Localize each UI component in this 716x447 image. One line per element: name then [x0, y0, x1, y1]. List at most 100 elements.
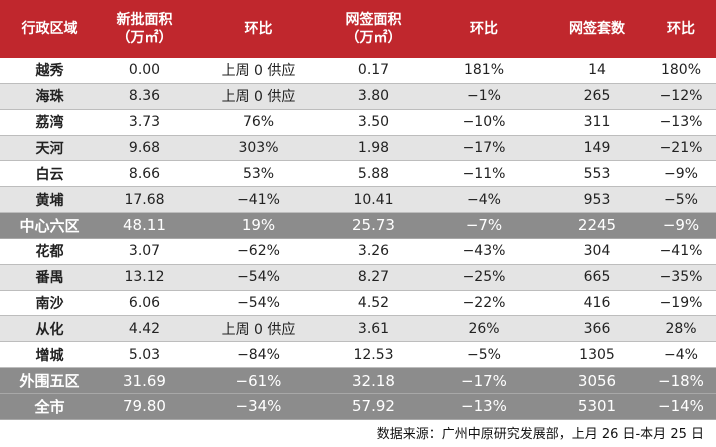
table-row: 从化 4.42 上周 0 供应 3.61 26% 366 28%	[0, 315, 716, 343]
cell-new-area-mom: 上周 0 供应	[190, 83, 327, 110]
header-row: 行政区域 新批面积 （万㎡） 环比 网签面积 （万㎡） 环比 网签套数 环比	[0, 0, 716, 58]
cell-signed-area-mom: −1%	[420, 83, 548, 110]
cell-signed-area-mom: −25%	[420, 264, 548, 291]
cell-district: 南沙	[0, 290, 99, 317]
table-summary-row: 全市 79.80 −34% 57.92 −13% 5301 −14%	[0, 393, 716, 420]
table-row: 荔湾 3.73 76% 3.50 −10% 311 −13%	[0, 109, 716, 136]
cell-signed-area: 3.26	[327, 238, 420, 265]
cell-district: 越秀	[0, 58, 99, 84]
cell-signed-area: 3.61	[327, 315, 420, 343]
cell-district: 番禺	[0, 264, 99, 291]
cell-signed-area-mom: −22%	[420, 290, 548, 317]
cell-signed-units: 366	[548, 315, 646, 343]
cell-signed-area-mom: −17%	[420, 367, 548, 394]
source-note: 数据来源：广州中原研究发展部，上月 26 日-本月 25 日	[376, 427, 704, 442]
cell-signed-area-mom: 26%	[420, 315, 548, 343]
cell-district: 天河	[0, 135, 99, 162]
cell-district: 从化	[0, 315, 99, 343]
cell-new-area-mom: −34%	[190, 393, 327, 420]
cell-new-area-mom: −54%	[190, 264, 327, 291]
cell-signed-units-mom: −12%	[646, 83, 716, 110]
cell-signed-units: 1305	[548, 341, 646, 369]
cell-signed-units-mom: −9%	[646, 160, 716, 188]
cell-new-area-mom: 76%	[190, 109, 327, 136]
cell-signed-area-mom: −17%	[420, 135, 548, 162]
cell-new-area: 4.42	[99, 315, 190, 343]
header-signed-units-mom: 环比	[646, 0, 716, 58]
header-signed-area-mom: 环比	[420, 0, 548, 58]
cell-signed-area: 32.18	[327, 367, 420, 394]
cell-district: 荔湾	[0, 109, 99, 136]
header-new-area-label: 新批面积	[116, 12, 173, 28]
header-new-area-mom: 环比	[190, 0, 327, 58]
cell-signed-units-mom: −14%	[646, 393, 716, 420]
cell-signed-units-mom: −9%	[646, 212, 716, 239]
cell-new-area: 3.07	[99, 238, 190, 265]
table-row: 番禺 13.12 −54% 8.27 −25% 665 −35%	[0, 264, 716, 291]
cell-district: 花都	[0, 238, 99, 265]
cell-new-area: 6.06	[99, 290, 190, 317]
table-row: 白云 8.66 53% 5.88 −11% 553 −9%	[0, 160, 716, 188]
cell-signed-units-mom: −19%	[646, 290, 716, 317]
table-body: 越秀 0.00 上周 0 供应 0.17 181% 14 180% 海珠 8.36 上周 0 供应…	[0, 58, 716, 420]
cell-signed-units: 553	[548, 160, 646, 188]
cell-signed-units-mom: −5%	[646, 186, 716, 214]
cell-signed-units-mom: 28%	[646, 315, 716, 343]
cell-signed-area-mom: −5%	[420, 341, 548, 369]
header-signed-area-mom-label: 环比	[470, 21, 498, 37]
cell-district: 全市	[0, 393, 99, 420]
cell-new-area-mom: −62%	[190, 238, 327, 265]
cell-signed-area: 5.88	[327, 160, 420, 188]
table-row: 海珠 8.36 上周 0 供应 3.80 −1% 265 −12%	[0, 83, 716, 110]
cell-signed-area-mom: −10%	[420, 109, 548, 136]
cell-signed-units-mom: −21%	[646, 135, 716, 162]
table-row: 花都 3.07 −62% 3.26 −43% 304 −41%	[0, 238, 716, 265]
header-new-area-mom-label: 环比	[244, 21, 273, 37]
cell-signed-area-mom: −11%	[420, 160, 548, 188]
header-district: 行政区域	[0, 0, 99, 58]
table-row: 增城 5.03 −84% 12.53 −5% 1305 −4%	[0, 341, 716, 369]
table-row: 天河 9.68 303% 1.98 −17% 149 −21%	[0, 135, 716, 162]
cell-new-area-mom: 303%	[190, 135, 327, 162]
cell-signed-area-mom: −7%	[420, 212, 548, 239]
header-signed-area-label: 网签面积	[345, 12, 402, 28]
cell-signed-units-mom: −13%	[646, 109, 716, 136]
cell-signed-area: 10.41	[327, 186, 420, 214]
cell-signed-units-mom: −4%	[646, 341, 716, 369]
cell-signed-units: 3056	[548, 367, 646, 394]
cell-signed-area-mom: 181%	[420, 58, 548, 84]
cell-signed-units-mom: −35%	[646, 264, 716, 291]
cell-new-area-mom: −84%	[190, 341, 327, 369]
cell-signed-area-mom: −43%	[420, 238, 548, 265]
cell-signed-units: 665	[548, 264, 646, 291]
cell-signed-area-mom: −4%	[420, 186, 548, 214]
cell-new-area: 48.11	[99, 212, 190, 239]
cell-district: 外围五区	[0, 367, 99, 394]
cell-signed-area: 12.53	[327, 341, 420, 369]
cell-new-area: 9.68	[99, 135, 190, 162]
cell-signed-units: 149	[548, 135, 646, 162]
cell-new-area: 17.68	[99, 186, 190, 214]
table-row: 越秀 0.00 上周 0 供应 0.17 181% 14 180%	[0, 58, 716, 84]
header-new-area-unit: （万㎡）	[116, 30, 173, 46]
cell-new-area: 5.03	[99, 341, 190, 369]
cell-signed-units: 416	[548, 290, 646, 317]
header-new-area: 新批面积 （万㎡）	[99, 0, 190, 58]
cell-signed-area: 3.50	[327, 109, 420, 136]
cell-signed-area: 8.27	[327, 264, 420, 291]
header-signed-area-unit: （万㎡）	[345, 30, 402, 46]
table-summary-row: 外围五区 31.69 −61% 32.18 −17% 3056 −18%	[0, 367, 716, 394]
cell-new-area: 31.69	[99, 367, 190, 394]
table-row: 黄埔 17.68 −41% 10.41 −4% 953 −5%	[0, 186, 716, 214]
cell-signed-units-mom: −41%	[646, 238, 716, 265]
cell-new-area-mom: 上周 0 供应	[190, 58, 327, 84]
cell-signed-units: 2245	[548, 212, 646, 239]
cell-new-area-mom: 上周 0 供应	[190, 315, 327, 343]
cell-new-area-mom: −54%	[190, 290, 327, 317]
cell-district: 中心六区	[0, 212, 99, 239]
cell-signed-units: 953	[548, 186, 646, 214]
cell-new-area: 13.12	[99, 264, 190, 291]
cell-district: 黄埔	[0, 186, 99, 214]
cell-signed-area: 25.73	[327, 212, 420, 239]
district-stats-table: 行政区域 新批面积 （万㎡） 环比 网签面积 （万㎡） 环比 网签套数 环比	[0, 0, 716, 420]
